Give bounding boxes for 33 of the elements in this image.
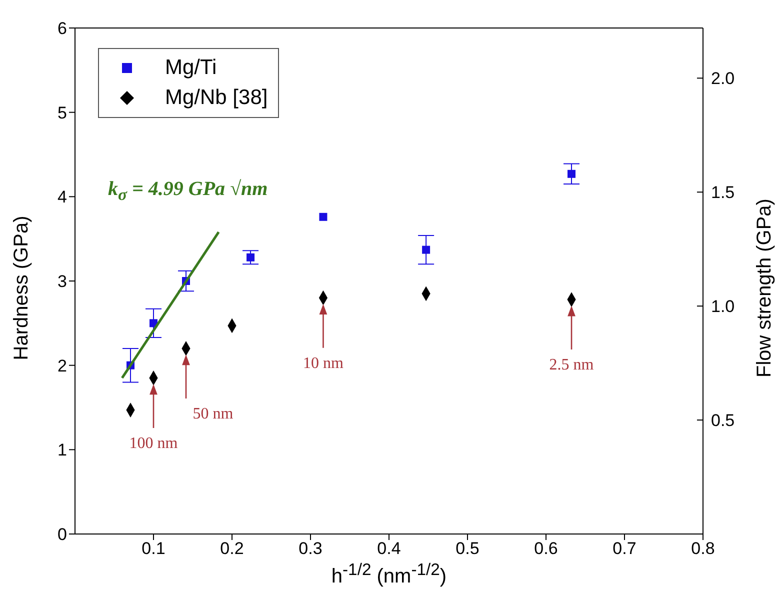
y-tick-label: 6: [58, 19, 67, 38]
y2-tick-label: 1.5: [711, 183, 735, 202]
point: [319, 212, 328, 221]
annotation: 100 nm: [129, 434, 178, 452]
y2-tick-label: 0.5: [711, 411, 735, 430]
x-tick-label: 0.3: [298, 539, 322, 558]
y-tick-label: 2: [58, 356, 67, 376]
y2-tick-label: 2.0: [711, 69, 735, 88]
x-tick-label: 0.2: [220, 539, 244, 558]
annotation: 50 nm: [192, 405, 234, 422]
annotation: k$_{σ}$ = 4.99 GPa √nm: [108, 178, 268, 205]
legend-label: Mg/Nb [38]: [165, 85, 268, 111]
point: [246, 253, 255, 262]
y-tick-label: 4: [58, 188, 67, 207]
legend-label: Mg/Ti: [165, 55, 217, 81]
y-tick-label: 3: [58, 272, 67, 292]
x-tick-label: 0.7: [612, 539, 636, 558]
y-axis-title: Hardness (GPa): [10, 216, 34, 360]
x-axis-title: h$^{-1/2}$ (nm$^{-1/2}$): [330, 560, 448, 589]
x-tick-label: 0.8: [691, 539, 715, 558]
x-tick-label: 0.6: [534, 539, 558, 558]
y-tick-label: 1: [58, 440, 67, 460]
annotation: 10 nm: [302, 354, 344, 372]
x-tick-label: 0.1: [142, 539, 166, 558]
y2-axis-title: Flow strength (GPa): [754, 198, 776, 378]
y-tick-label: 5: [58, 103, 67, 122]
point: [422, 246, 430, 254]
x-tick-label: 0.4: [377, 539, 401, 558]
y-tick-label: 0: [58, 525, 67, 544]
annotation: 2.5 nm: [549, 356, 594, 374]
y2-tick-label: 1.0: [711, 297, 735, 316]
point: [568, 170, 576, 178]
x-tick-label: 0.5: [456, 539, 480, 558]
